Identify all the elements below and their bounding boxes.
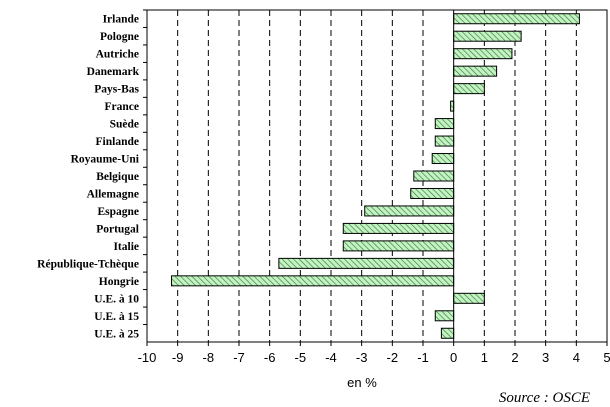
bar	[342, 240, 455, 252]
x-tick-label: -7	[233, 350, 245, 365]
bars	[171, 13, 580, 339]
x-tick-label: -10	[138, 350, 157, 365]
axes	[143, 9, 608, 346]
category-labels: Irlande Pologne Autriche Danemark Pays-Bas Fr…	[37, 14, 140, 341]
x-tick-label: -2	[387, 350, 399, 365]
category-label: U.E. à 10	[94, 293, 139, 305]
gridlines	[177, 10, 577, 342]
x-tick-label: 5	[603, 350, 610, 365]
x-axis-title: en %	[347, 375, 377, 390]
x-tick-label: -9	[172, 350, 184, 365]
x-tick-label: 2	[511, 350, 518, 365]
category-label: Irlande	[103, 14, 139, 26]
category-label: République-Tchèque	[37, 258, 139, 270]
bar	[364, 205, 455, 217]
category-label: France	[105, 101, 139, 113]
bar	[278, 257, 455, 269]
bar	[453, 30, 522, 42]
category-label: Suède	[110, 119, 139, 131]
bar	[453, 83, 485, 95]
bar	[434, 135, 455, 147]
x-tick-label: -3	[356, 350, 368, 365]
bar	[434, 118, 455, 130]
bar	[453, 292, 485, 304]
category-label: Autriche	[96, 49, 139, 61]
category-label: Portugal	[96, 223, 139, 235]
category-label: Royaume-Uni	[71, 154, 140, 166]
x-tick-label: 3	[542, 350, 549, 365]
tick-labels: -10 -9 -8 -7 -6 -5 -4 -3 -2 -1 0 1 2 3 4 5	[138, 350, 610, 365]
x-tick-label: 4	[573, 350, 580, 365]
bar	[171, 275, 455, 287]
category-label: Espagne	[97, 206, 139, 218]
bar	[453, 65, 498, 77]
bar	[410, 187, 455, 199]
x-tick-label: 1	[481, 350, 488, 365]
bar	[431, 153, 455, 165]
category-label: Italie	[113, 241, 139, 253]
category-label: U.E. à 25	[94, 328, 139, 340]
x-tick-label: -5	[295, 350, 307, 365]
bar	[440, 327, 455, 339]
category-label: Allemagne	[87, 188, 139, 200]
category-label: Finlande	[96, 136, 139, 148]
x-tick-label: -6	[264, 350, 276, 365]
category-label: Hongrie	[99, 276, 139, 288]
plot-frame	[146, 9, 608, 343]
category-label: Belgique	[96, 171, 139, 183]
x-tick-label: -8	[203, 350, 215, 365]
bar	[434, 310, 455, 322]
x-tick-label: 0	[450, 350, 457, 365]
x-tick-label: -4	[325, 350, 337, 365]
bar	[342, 222, 455, 234]
category-label: Pologne	[100, 31, 139, 43]
category-label: Danemark	[87, 66, 140, 78]
bar	[413, 170, 455, 182]
bar	[453, 13, 580, 25]
x-tick-label: -1	[417, 350, 429, 365]
category-label: Pays-Bas	[94, 84, 139, 96]
bar	[453, 48, 513, 60]
source-note: Source : OSCE	[499, 390, 590, 406]
category-label: U.E. à 15	[94, 311, 139, 323]
